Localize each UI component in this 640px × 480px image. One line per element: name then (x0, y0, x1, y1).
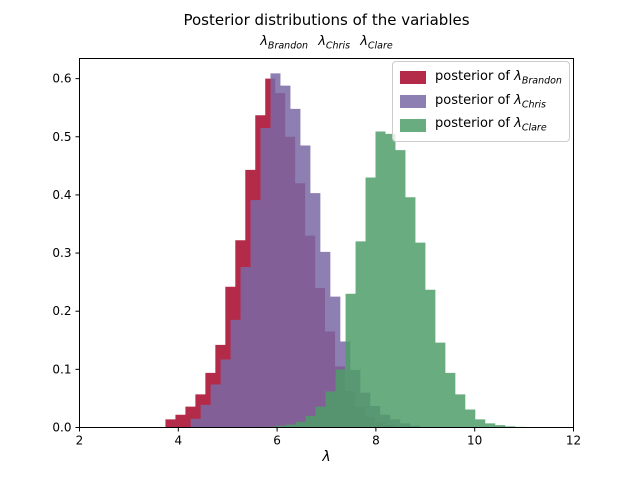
histogram-clare (265, 131, 546, 428)
y-tick-label: 0.0 (52, 421, 71, 435)
chart-title: Posterior distributions of the variables (183, 11, 470, 29)
legend-swatch-chris (400, 94, 426, 108)
legend-swatch-clare (400, 118, 426, 132)
legend: posterior of λBrandon posterior of λChri… (392, 61, 570, 142)
legend-swatch-brandon (400, 71, 426, 85)
legend-label: posterior of λChris (435, 92, 546, 111)
lambda-symbol: λ (318, 34, 326, 49)
axes-frame (79, 58, 574, 428)
lambda-symbol: λ (260, 34, 268, 49)
x-tick-label: 6 (273, 434, 281, 448)
y-tick-label: 0.6 (52, 72, 71, 86)
subtitle-var-clare: λClare (360, 34, 393, 52)
x-tick-label: 8 (372, 434, 380, 448)
legend-label: posterior of λBrandon (435, 69, 562, 87)
y-tick-label: 0.3 (52, 246, 71, 260)
y-tick-label: 0.4 (52, 188, 71, 202)
subscript: Brandon (267, 40, 309, 52)
x-axis-label: λ (322, 449, 331, 465)
legend-label: posterior of λClare (435, 116, 547, 134)
chart-subtitle: λBrandon λChris λClare (79, 33, 574, 56)
histogram-chris (190, 73, 421, 428)
legend-item-brandon: posterior of λBrandon (400, 69, 562, 87)
subtitle-var-chris: λChris (318, 34, 351, 52)
legend-item-chris: posterior of λChris (400, 92, 562, 111)
y-tick-label: 0.5 (52, 130, 71, 144)
y-tick-label: 0.2 (52, 304, 71, 318)
y-tick-label: 0.1 (52, 362, 71, 376)
subscript: Clare (367, 40, 393, 52)
subtitle-var-brandon: λBrandon (260, 34, 309, 52)
x-tick-label: 4 (174, 434, 182, 448)
x-tick-label: 2 (76, 434, 84, 448)
x-tick-label: 10 (467, 434, 482, 448)
x-tick-label: 12 (566, 434, 581, 448)
subscript: Chris (325, 40, 351, 52)
legend-item-clare: posterior of λClare (400, 116, 562, 134)
lambda-symbol: λ (360, 34, 368, 49)
